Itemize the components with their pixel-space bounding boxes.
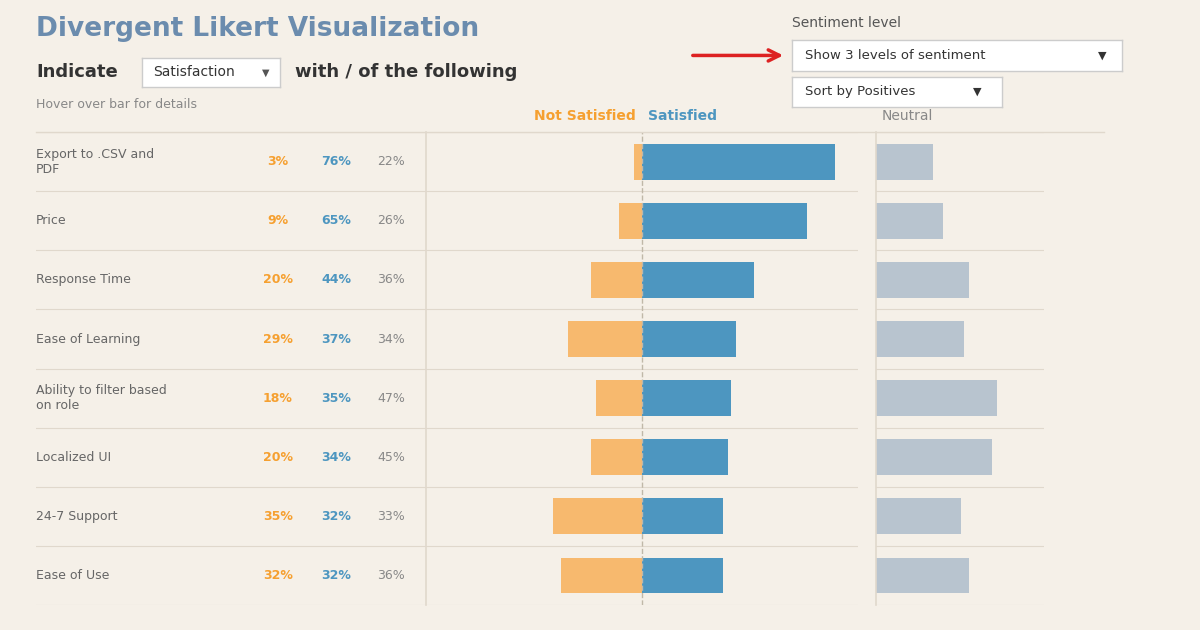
Text: 34%: 34% <box>322 450 352 464</box>
Text: 20%: 20% <box>263 450 293 464</box>
Text: 44%: 44% <box>322 273 352 287</box>
Text: Response Time: Response Time <box>36 273 131 287</box>
Text: 20%: 20% <box>263 273 293 287</box>
Text: Export to .CSV and
PDF: Export to .CSV and PDF <box>36 148 154 176</box>
Bar <box>592 262 642 297</box>
Bar <box>642 262 754 297</box>
Bar <box>876 381 997 416</box>
Text: Show 3 levels of sentiment: Show 3 levels of sentiment <box>805 49 985 62</box>
Text: ▼: ▼ <box>972 87 982 97</box>
Bar <box>642 203 808 239</box>
Text: 76%: 76% <box>322 156 352 168</box>
Text: Indicate: Indicate <box>36 64 118 81</box>
Text: 26%: 26% <box>377 214 404 227</box>
Text: 24-7 Support: 24-7 Support <box>36 510 118 523</box>
Bar <box>642 321 736 357</box>
Text: 9%: 9% <box>268 214 288 227</box>
Text: 45%: 45% <box>377 450 404 464</box>
Bar <box>642 558 724 593</box>
Text: Not Satisfied: Not Satisfied <box>534 109 636 123</box>
Text: 65%: 65% <box>322 214 352 227</box>
Text: Ability to filter based
on role: Ability to filter based on role <box>36 384 167 412</box>
Bar <box>876 558 970 593</box>
Bar <box>569 321 642 357</box>
Bar <box>876 262 970 297</box>
Bar <box>642 498 724 534</box>
Bar <box>553 498 642 534</box>
Text: Price: Price <box>36 214 67 227</box>
Text: 35%: 35% <box>263 510 293 523</box>
Bar <box>635 144 642 180</box>
Text: with / of the following: with / of the following <box>295 64 517 81</box>
Text: 32%: 32% <box>322 569 352 581</box>
Bar <box>876 144 932 180</box>
Bar <box>876 440 992 475</box>
Text: 3%: 3% <box>268 156 288 168</box>
Text: 47%: 47% <box>377 392 404 404</box>
Bar <box>619 203 642 239</box>
Text: Localized UI: Localized UI <box>36 450 112 464</box>
Bar <box>642 144 835 180</box>
Text: 37%: 37% <box>322 333 352 345</box>
Text: 32%: 32% <box>322 510 352 523</box>
Bar <box>592 440 642 475</box>
Text: Ease of Learning: Ease of Learning <box>36 333 140 345</box>
Bar <box>876 203 943 239</box>
Text: 32%: 32% <box>263 569 293 581</box>
Text: Sort by Positives: Sort by Positives <box>805 86 914 98</box>
Text: 29%: 29% <box>263 333 293 345</box>
Text: Ease of Use: Ease of Use <box>36 569 109 581</box>
Bar <box>876 498 961 534</box>
Text: 22%: 22% <box>377 156 404 168</box>
Bar <box>642 381 731 416</box>
Text: Neutral: Neutral <box>882 109 934 123</box>
Text: 34%: 34% <box>377 333 404 345</box>
Text: 35%: 35% <box>322 392 352 404</box>
Text: Sentiment level: Sentiment level <box>792 16 901 30</box>
Text: 18%: 18% <box>263 392 293 404</box>
Text: Satisfaction: Satisfaction <box>152 66 234 79</box>
Text: ▼: ▼ <box>1098 50 1106 60</box>
Text: 33%: 33% <box>377 510 404 523</box>
Bar <box>876 321 964 357</box>
Text: ▼: ▼ <box>262 67 270 77</box>
Text: Divergent Likert Visualization: Divergent Likert Visualization <box>36 16 479 42</box>
Text: 36%: 36% <box>377 569 404 581</box>
Bar <box>642 440 728 475</box>
Bar <box>560 558 642 593</box>
Text: Hover over bar for details: Hover over bar for details <box>36 98 197 111</box>
Bar <box>596 381 642 416</box>
Text: Satisfied: Satisfied <box>648 109 716 123</box>
Text: 36%: 36% <box>377 273 404 287</box>
